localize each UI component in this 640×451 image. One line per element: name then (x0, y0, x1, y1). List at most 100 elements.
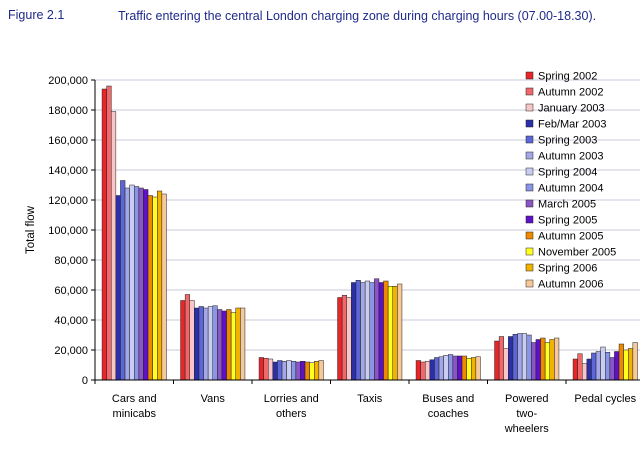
bar (203, 307, 209, 381)
bar (272, 361, 278, 381)
bar (526, 334, 532, 381)
bar (452, 355, 458, 381)
bar (383, 280, 389, 381)
y-tick-label: 80,000 (54, 255, 88, 267)
bar (397, 283, 403, 381)
bar (268, 358, 274, 381)
bar (258, 357, 264, 381)
y-tick-label: 120,000 (48, 195, 88, 207)
bar (374, 278, 380, 381)
bar (217, 309, 223, 381)
legend-label: November 2005 (538, 247, 616, 259)
legend-swatch (525, 215, 534, 224)
legend-label: Autumn 2006 (538, 279, 603, 291)
bar (355, 280, 361, 381)
figure-title: Traffic entering the central London char… (118, 9, 597, 23)
legend-swatch (525, 199, 534, 208)
bar (152, 196, 158, 381)
legend-label: Feb/Mar 2003 (538, 119, 606, 131)
legend-label: Spring 2006 (538, 263, 597, 275)
bar (337, 297, 343, 381)
bar (286, 360, 292, 381)
bar (429, 359, 435, 381)
bar (101, 88, 107, 381)
bar (291, 361, 297, 381)
bar (180, 300, 186, 381)
legend-label: Spring 2002 (538, 71, 597, 83)
bar (138, 187, 144, 381)
legend-swatch (525, 135, 534, 144)
bar (605, 352, 611, 381)
bar (318, 360, 324, 381)
bar (425, 361, 431, 381)
bar (448, 354, 454, 381)
legend-swatch (525, 231, 534, 240)
bar (461, 355, 467, 381)
bar (586, 358, 592, 381)
bar (143, 189, 149, 381)
bar (517, 333, 523, 381)
legend-label: Spring 2005 (538, 215, 597, 227)
bar (378, 282, 384, 381)
bar (618, 343, 624, 381)
bar (295, 361, 301, 381)
bar (106, 85, 112, 381)
y-axis-label: Total flow (25, 205, 37, 254)
bar (120, 180, 126, 381)
bar (591, 352, 597, 381)
bar (471, 357, 477, 381)
bar (494, 340, 500, 381)
bar (263, 358, 269, 381)
bar (351, 282, 357, 381)
legend-swatch (525, 167, 534, 176)
legend-swatch (525, 151, 534, 160)
bar (549, 339, 555, 381)
bar (147, 195, 153, 381)
bar (392, 286, 398, 381)
y-tick-label: 160,000 (48, 135, 88, 147)
bar (341, 295, 347, 381)
legend-label: Autumn 2004 (538, 183, 603, 195)
y-tick-label: 60,000 (54, 285, 88, 297)
bar (466, 358, 472, 381)
bar (535, 339, 541, 381)
bar (572, 358, 578, 381)
bar (457, 355, 463, 381)
legend-swatch (525, 103, 534, 112)
x-tick-label: Pedal cycles (574, 393, 636, 405)
bar (438, 356, 444, 381)
bar (198, 306, 204, 381)
x-tick-label: Taxis (357, 393, 383, 405)
bar (512, 334, 518, 381)
category-labels: Cars and minicabs Vans Lorries and others Tax… (112, 393, 637, 435)
bar (240, 307, 246, 381)
bar (134, 186, 140, 381)
y-tick-label: 100,000 (48, 225, 88, 237)
bar (235, 307, 241, 381)
bar (540, 337, 546, 381)
legend: Spring 2002 Autumn 2002 January 2003 Feb/Ma… (525, 71, 616, 291)
bar (111, 111, 117, 381)
bar (309, 362, 315, 381)
legend-label: Autumn 2005 (538, 231, 603, 243)
legend-swatch (525, 279, 534, 288)
y-tick-label: 180,000 (48, 105, 88, 117)
bar (184, 294, 190, 381)
bar (212, 305, 218, 381)
legend-swatch (525, 119, 534, 128)
legend-swatch (525, 263, 534, 272)
bar (531, 342, 537, 381)
bar (364, 280, 370, 381)
bar (595, 351, 601, 381)
bar (346, 297, 352, 381)
bar (632, 342, 638, 381)
legend-label: January 2003 (538, 103, 605, 115)
bar (221, 310, 227, 381)
x-tick-label: Powered two-wheelers (504, 393, 550, 435)
x-tick-label: Buses and coaches (422, 393, 474, 420)
bar (369, 282, 375, 381)
bar (300, 361, 306, 381)
bar (277, 360, 283, 381)
bar (230, 312, 236, 381)
